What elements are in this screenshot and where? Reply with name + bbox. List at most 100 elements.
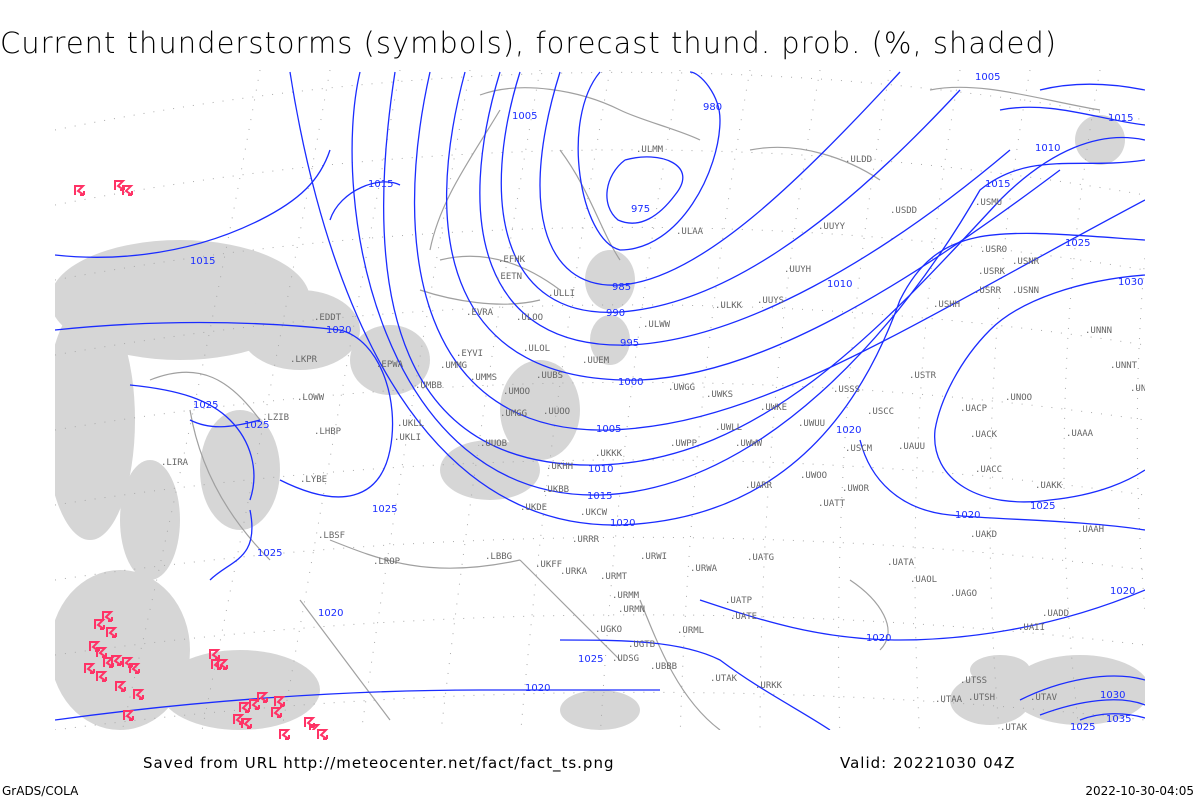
station-label: .UKHH: [546, 462, 573, 472]
isobar-label: 1015: [190, 256, 215, 267]
shade-area: [590, 315, 630, 365]
station-label: .ULWW: [643, 320, 671, 330]
isobar-line: [1039, 699, 1145, 716]
saved-from-url: Saved from URL http://meteocenter.net/fa…: [143, 754, 615, 772]
station-label: .UACP: [960, 404, 988, 414]
isobar-line: [1019, 675, 1145, 701]
isobar-label: 1025: [372, 504, 397, 515]
station-label: .UAKD: [970, 530, 997, 540]
isobar-line: [1039, 83, 1145, 91]
coastline: [519, 559, 621, 661]
isobar-line: [445, 71, 1061, 381]
thunderstorm-symbol: [279, 729, 291, 740]
coastline: [639, 599, 721, 730]
station-label: .USRO: [980, 245, 1007, 255]
isobar-line: [577, 71, 721, 251]
station-label: .UUEM: [582, 356, 610, 366]
shade-area: [585, 250, 635, 310]
station-label: .UNNT: [1110, 361, 1138, 371]
station-label: .LROP: [373, 557, 401, 567]
station-label: .LZIB: [262, 413, 289, 423]
thunderstorm-symbol: [111, 655, 123, 666]
station-label: .USRR: [974, 286, 1002, 296]
isobar-line: [189, 419, 261, 428]
thunderstorm-symbol: [122, 185, 134, 196]
meridian: [201, 70, 331, 730]
meridian: [1063, 70, 1101, 730]
isobar-label: 1015: [587, 491, 612, 502]
shade-area: [55, 570, 190, 730]
isobar-line: [55, 149, 331, 258]
station-label: .UMBB: [415, 381, 442, 391]
meridian: [989, 70, 1031, 730]
software-credit: GrADS/COLA: [2, 784, 79, 798]
shade-area: [500, 360, 580, 460]
isobar-label: 1020: [610, 518, 635, 529]
isobar-line: [351, 71, 1145, 496]
station-label: .URKK: [755, 681, 783, 691]
isobar-line: [289, 71, 1145, 526]
generated-timestamp: 2022-10-30-04:05: [1085, 784, 1194, 798]
thunderstorm-symbol: [271, 707, 283, 718]
thunderstorm-symbol: [123, 710, 135, 721]
station-label: .UKFF: [535, 560, 562, 570]
isobar-label: 1005: [512, 111, 537, 122]
coastline: [149, 371, 261, 421]
shade-area: [970, 655, 1030, 685]
station-label: .ULMM: [636, 145, 664, 155]
station-label: .UKDE: [520, 503, 547, 513]
station-label: .USMU: [975, 198, 1002, 208]
station-label: .ULOL: [523, 344, 550, 354]
station-label: .URWA: [690, 564, 718, 574]
thunderstorm-symbol: [309, 724, 321, 730]
station-label: .EYVI: [456, 349, 483, 359]
station-label: .UKLI: [394, 433, 421, 443]
station-label: .UUYS: [757, 296, 784, 306]
isobar-line: [55, 689, 660, 721]
valid-time: Valid: 20221030 04Z: [840, 754, 1016, 772]
isobar-label: 1010: [588, 464, 613, 475]
station-label: .UWOR: [842, 484, 870, 494]
isobar-label: 995: [620, 338, 639, 349]
thunderstorm-symbol: [129, 663, 141, 674]
isobar-label: 1025: [193, 400, 218, 411]
station-label: .UMOO: [503, 387, 530, 397]
isobar-line: [1079, 713, 1145, 721]
coastline: [429, 109, 501, 251]
station-label: .ULLI: [548, 289, 575, 299]
station-label: .UKLL: [397, 419, 424, 429]
station-label: .USCM: [845, 444, 873, 454]
coastline: [559, 149, 621, 261]
isobar-label: 1020: [955, 510, 980, 521]
station-label: .UWUU: [798, 419, 825, 429]
station-label: .UTAA: [935, 695, 963, 705]
thunderstorm-symbol: [217, 659, 229, 670]
isobar-line: [383, 71, 1145, 466]
thunderstorm-symbol: [74, 185, 86, 196]
station-label: .USDD: [890, 206, 917, 216]
shade-area: [560, 690, 640, 730]
station-label: .UWKS: [706, 390, 733, 400]
isobar-label: 1015: [1108, 113, 1133, 124]
isobar-label: 1035: [1106, 714, 1131, 725]
isobar-line: [539, 71, 901, 286]
isobar-line: [500, 71, 961, 313]
station-label: .USNN: [1012, 286, 1039, 296]
coastline: [419, 289, 541, 305]
isobar-label: 1020: [836, 425, 861, 436]
thunderstorm-symbol: [96, 671, 108, 682]
station-label: .UWKE: [760, 403, 787, 413]
station-label: .UAKK: [1035, 481, 1063, 491]
station-label: .UADD: [1042, 609, 1069, 619]
isobar-label: 990: [606, 308, 625, 319]
station-label: .EDDT: [314, 313, 342, 323]
isobar-label: 980: [703, 102, 722, 113]
station-label: .LBSF: [318, 531, 345, 541]
station-label: .UATG: [747, 553, 774, 563]
isobar-label: 1015: [985, 179, 1010, 190]
shade-area: [120, 460, 180, 580]
station-label: .UUBS: [536, 371, 563, 381]
isobar-line: [413, 71, 1145, 431]
station-label: .EFHK: [498, 255, 526, 265]
shade-area: [950, 675, 1030, 725]
